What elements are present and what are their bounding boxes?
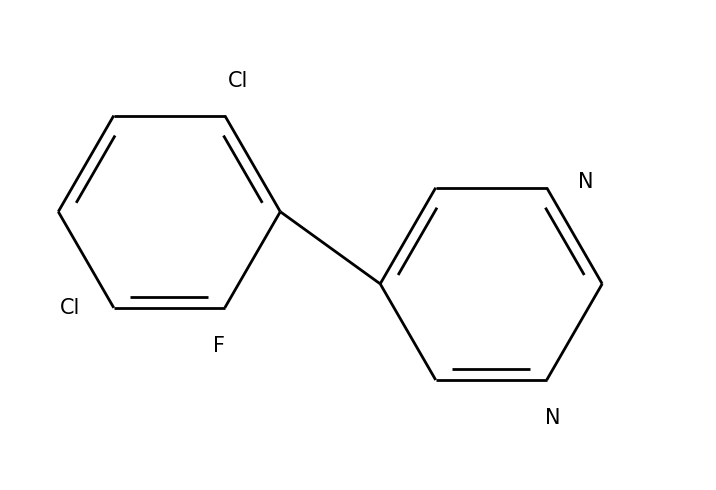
Text: N: N xyxy=(544,408,560,428)
Text: Cl: Cl xyxy=(60,298,80,318)
Text: N: N xyxy=(578,172,594,192)
Text: Cl: Cl xyxy=(228,71,248,91)
Text: F: F xyxy=(213,336,226,356)
